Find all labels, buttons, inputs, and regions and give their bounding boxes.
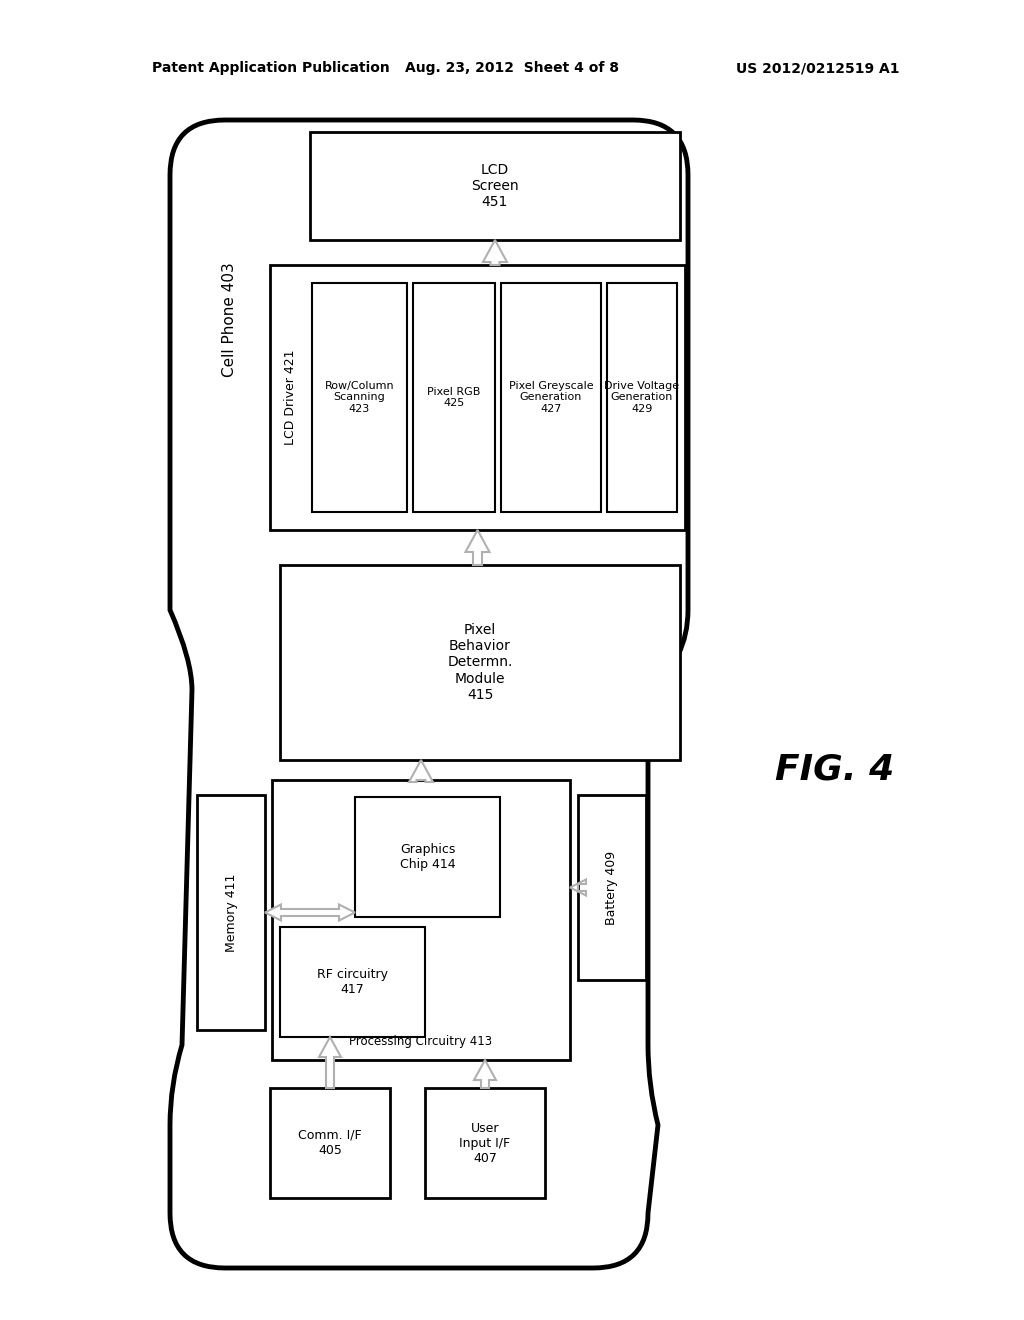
- Text: Graphics
Chip 414: Graphics Chip 414: [399, 843, 456, 871]
- Text: User
Input I/F
407: User Input I/F 407: [460, 1122, 511, 1164]
- Text: Memory 411: Memory 411: [224, 874, 238, 952]
- Bar: [272, 780, 570, 1060]
- PathPatch shape: [170, 120, 688, 1269]
- Text: Processing Circuitry 413: Processing Circuitry 413: [349, 1035, 493, 1048]
- Text: Row/Column
Scanning
423: Row/Column Scanning 423: [325, 381, 394, 414]
- Bar: [425, 1088, 545, 1199]
- Text: US 2012/0212519 A1: US 2012/0212519 A1: [736, 61, 900, 75]
- Text: LCD
Screen
451: LCD Screen 451: [471, 162, 519, 209]
- Text: FIG. 4: FIG. 4: [775, 752, 895, 787]
- Bar: [413, 282, 495, 512]
- Polygon shape: [319, 1038, 341, 1088]
- Polygon shape: [466, 531, 489, 565]
- Bar: [270, 1088, 390, 1199]
- Text: Battery 409: Battery 409: [605, 850, 618, 924]
- Bar: [355, 797, 500, 917]
- Text: Pixel
Behavior
Determn.
Module
415: Pixel Behavior Determn. Module 415: [447, 623, 513, 702]
- Bar: [270, 265, 685, 531]
- Bar: [197, 795, 265, 1030]
- Text: Aug. 23, 2012  Sheet 4 of 8: Aug. 23, 2012 Sheet 4 of 8: [406, 61, 618, 75]
- Text: Pixel Greyscale
Generation
427: Pixel Greyscale Generation 427: [509, 381, 593, 414]
- Text: Comm. I/F
405: Comm. I/F 405: [298, 1129, 361, 1158]
- Bar: [280, 927, 425, 1038]
- Text: Cell Phone 403: Cell Phone 403: [222, 263, 238, 378]
- Polygon shape: [409, 760, 433, 781]
- Polygon shape: [265, 904, 355, 920]
- Bar: [280, 565, 680, 760]
- Polygon shape: [483, 240, 507, 265]
- Text: LCD Driver 421: LCD Driver 421: [284, 350, 297, 445]
- Text: Drive Voltage
Generation
429: Drive Voltage Generation 429: [604, 381, 680, 414]
- Text: Pixel RGB
425: Pixel RGB 425: [427, 387, 480, 408]
- Polygon shape: [474, 1060, 496, 1088]
- Bar: [312, 282, 407, 512]
- Text: RF circuitry
417: RF circuitry 417: [317, 968, 388, 997]
- Bar: [607, 282, 677, 512]
- Text: Patent Application Publication: Patent Application Publication: [152, 61, 390, 75]
- Bar: [578, 795, 646, 979]
- Bar: [501, 282, 601, 512]
- Polygon shape: [570, 879, 586, 895]
- Bar: [310, 132, 680, 240]
